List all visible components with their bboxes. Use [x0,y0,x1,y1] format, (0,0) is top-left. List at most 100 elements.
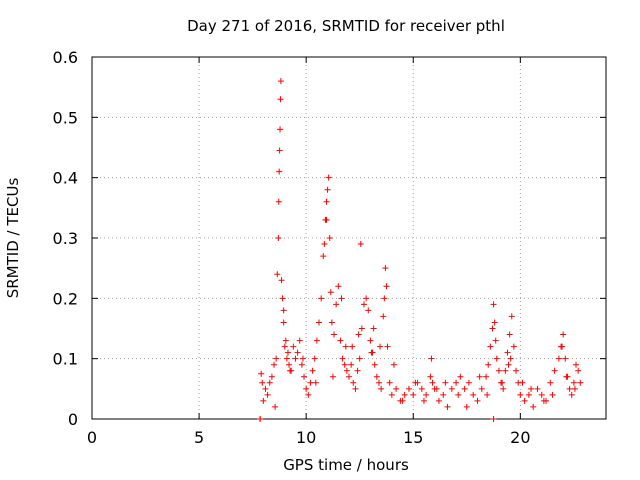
data-point [298,361,305,368]
y-tick-label: 0.3 [53,229,78,248]
data-point [312,379,319,386]
data-point [444,403,451,410]
data-point [278,277,285,284]
data-point [433,385,440,392]
data-point [271,361,278,368]
data-point [280,319,287,326]
data-point [320,253,327,260]
data-point [257,416,264,422]
data-point [559,343,566,350]
data-point [321,241,328,248]
data-point [489,325,496,332]
data-point [508,313,515,320]
data-point [506,331,513,338]
data-point [268,373,275,380]
data-point [339,355,346,362]
data-point [323,216,330,223]
data-point [418,385,425,392]
data-point [435,397,442,404]
data-point [343,367,350,374]
data-point [272,403,279,410]
data-point [399,397,406,404]
data-point [311,355,318,362]
data-point [352,385,359,392]
data-point [429,379,436,386]
data-point [476,373,483,380]
data-point [571,385,578,392]
data-point [484,391,491,398]
data-point [341,361,348,368]
data-point [566,385,573,392]
data-point [327,289,334,296]
data-point [499,379,506,386]
data-point [368,349,375,356]
data-point [282,337,289,344]
data-point [338,295,345,302]
x-axis-title: GPS time / hours [283,456,409,474]
data-point [273,355,280,362]
data-point [478,385,485,392]
data-point [299,355,306,362]
data-point [383,283,390,290]
data-point [279,295,286,302]
data-point [318,295,325,302]
data-point [563,373,570,380]
data-point [274,271,281,278]
y-tick-label: 0.6 [53,48,78,67]
data-point [326,235,333,241]
data-point [355,331,362,338]
data-point [354,367,361,374]
data-point [357,241,364,248]
data-point [492,337,499,344]
data-point [570,379,577,386]
data-point [296,337,303,344]
data-point [521,397,528,404]
data-point [331,331,338,338]
data-point [540,397,547,404]
axis-ticks: 0 5 10 15 20 0 0.1 0.2 0.3 0.4 0.5 0.6 [53,48,606,447]
data-point [457,373,464,380]
data-point [275,198,282,205]
data-point [276,147,283,154]
data-point [420,397,427,404]
data-point [507,355,514,362]
data-point [405,385,412,392]
data-point [487,343,494,350]
x-tick-label: 10 [296,428,316,447]
data-point [371,361,378,368]
data-point [259,379,266,386]
data-point [370,325,377,332]
data-point [386,379,393,386]
data-point [547,379,554,386]
data-point [316,319,323,326]
data-point [490,416,497,422]
data-point [294,349,301,356]
data-point [401,391,408,398]
data-point [277,126,284,133]
data-point [551,367,558,374]
data-point [277,96,284,103]
y-axis-title: SRMTID / TECUs [4,178,22,299]
data-point [377,343,384,350]
data-point [390,361,397,368]
data-point [277,78,284,85]
data-point [495,367,502,374]
data-point [281,343,288,350]
data-point [555,355,562,362]
data-point [510,343,517,350]
data-point [534,385,541,392]
data-point [313,337,320,344]
chart-title: Day 271 of 2016, SRMTID for receiver pth… [187,17,505,35]
data-point [325,174,332,181]
data-point [519,379,526,386]
data-point [335,283,342,290]
data-point [309,367,316,374]
data-point [463,403,470,410]
data-point [337,337,344,344]
data-point [562,355,569,362]
x-tick-label: 20 [510,428,530,447]
x-tick-label: 0 [87,428,97,447]
data-point [286,361,293,368]
data-point [560,331,567,338]
